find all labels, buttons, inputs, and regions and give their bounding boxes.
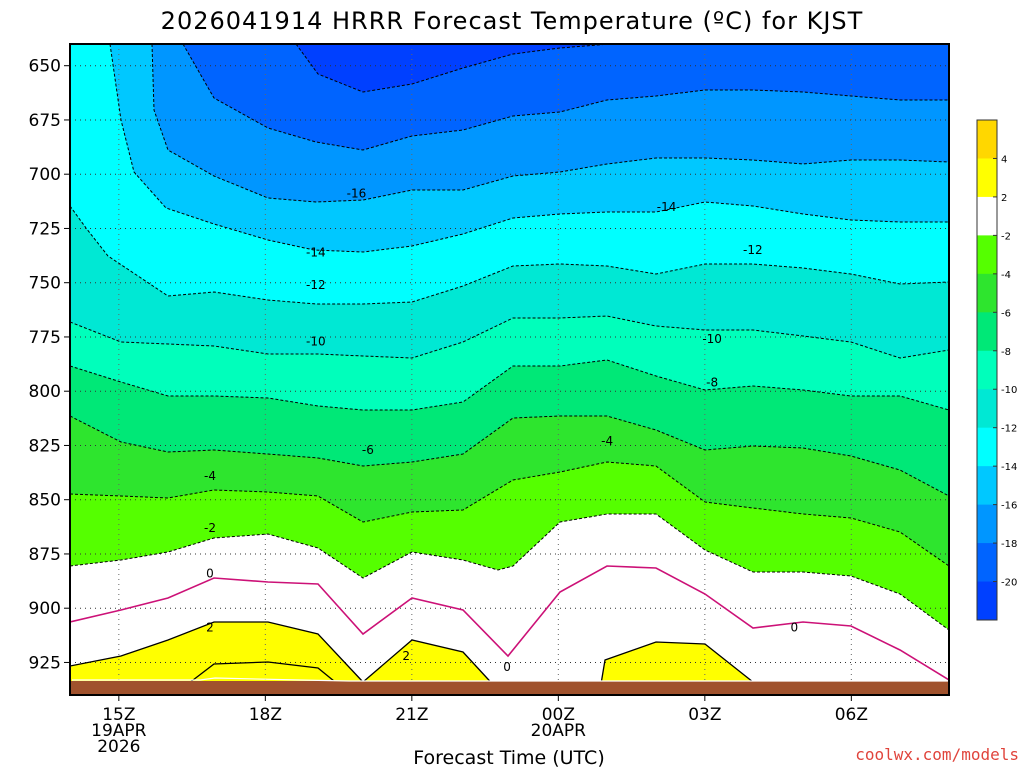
x-tick-label: 03Z [688,705,721,725]
x-tick-label: 06Z [835,705,868,725]
contour-label: -4 [601,434,613,448]
y-tick-label: 725 [29,219,61,239]
contour-label: -12 [743,243,763,257]
x-tick-label: 18Z [249,705,282,725]
colorbar-tick-label: -10 [1001,385,1017,396]
colorbar-tick-label: -4 [1001,270,1011,281]
y-tick-label: 775 [29,328,61,348]
contour-line-m16 [151,44,949,203]
contour-line-m14 [109,44,949,253]
x-tick-label: 15Z [102,705,135,725]
y-tick-label: 850 [29,491,61,511]
colorbar-swatch [977,581,997,621]
contour-label: 0 [791,621,799,635]
contour-label: -10 [702,332,722,346]
colorbar-tick-label: -14 [1001,462,1017,473]
colorbar-tick-label: 2 [1001,193,1007,204]
contour-line-m4 [70,461,949,567]
contour-label: -16 [347,187,367,201]
contour-label: -4 [204,469,216,483]
contour-line-m12 [70,205,949,305]
x-axis-title: Forecast Time (UTC) [413,747,604,768]
x-tick-label: 00Z [542,705,575,725]
y-tick-label: 875 [29,545,61,565]
contour-label: 0 [206,566,214,580]
contour-line-m10 [70,315,949,359]
contour-line-m2 [70,513,949,631]
colorbar-tick-label: -2 [1001,231,1011,242]
colorbar-legend: 4 2 -2 -4 -6 -8 -10 -12 -14 -16 -18 -20 [976,119,1017,621]
colorbar-tick-label: -16 [1001,501,1017,512]
colorbar-swatch [977,120,997,159]
y-tick-label: 825 [29,436,61,456]
contour-label: -14 [306,245,326,259]
x-tick-label: 2026 [97,737,140,757]
x-tick-label: 21Z [395,705,428,725]
colorbar-tick-label: -12 [1001,424,1017,435]
colorbar-swatch [977,466,997,506]
ground-strip [70,681,949,695]
contour-line-m18 [182,44,949,151]
contour-label: -6 [362,443,374,457]
colorbar-swatch [977,235,997,275]
colorbar-swatch [977,504,997,544]
x-tick-label: 20APR [531,721,587,741]
colorbar-tick-label: -18 [1001,539,1017,550]
colorbar-tick-label: 4 [1001,154,1007,165]
contour-label: -2 [204,521,216,535]
y-tick-label: 750 [29,274,61,294]
chart-title: 2026041914 HRRR Forecast Temperature (ºC… [161,7,864,35]
freezing-line [70,565,949,681]
colorbar-swatch [977,389,997,429]
contour-line-p2b [362,639,499,691]
colorbar-swatch [977,158,997,198]
contour-line-m6 [70,415,949,497]
y-tick-label: 700 [29,165,61,185]
y-tick-label: 650 [29,57,61,77]
y-tick-label: 800 [29,382,61,402]
contour-label: -8 [706,376,718,390]
colorbar-tick-label: -6 [1001,308,1011,319]
contour-label: -14 [657,200,677,214]
colorbar-tick-label: -8 [1001,347,1011,358]
colorbar-swatch [977,273,997,313]
contour-line-m8 [70,359,949,411]
contour-line-p4a [179,661,346,691]
contour-line-p2c [599,641,754,691]
y-tick-label: 900 [29,599,61,619]
credit-text: coolwx.com/models [855,745,1019,764]
y-tick-label: 675 [29,111,61,131]
contour-label: 2 [402,649,410,663]
colorbar-swatch [977,427,997,467]
colorbar-swatch [977,350,997,390]
contour-label: 0 [503,660,511,674]
contour-label: 2 [206,621,214,635]
contour-line-p2a [70,621,364,683]
plot-area: -16 -14 -14 -12 -12 -10 -10 -8 -6 -4 -4 -2 0 0 0 2 2 [69,43,950,696]
colorbar-swatch [977,543,997,583]
contour-label: -10 [306,334,326,348]
x-tick-label: 19APR [91,721,147,741]
plot-frame [69,43,950,696]
contour-label: -12 [306,278,326,292]
colorbar-tick-label: -20 [1001,578,1017,589]
y-tick-label: 925 [29,653,61,673]
colorbar-swatch [977,312,997,352]
contour-line-m20 [295,44,611,93]
y-axis-ticks: 650 675 700 725 750 775 800 825 850 875 900 925 [29,57,70,673]
colorbar-swatch [977,196,997,236]
